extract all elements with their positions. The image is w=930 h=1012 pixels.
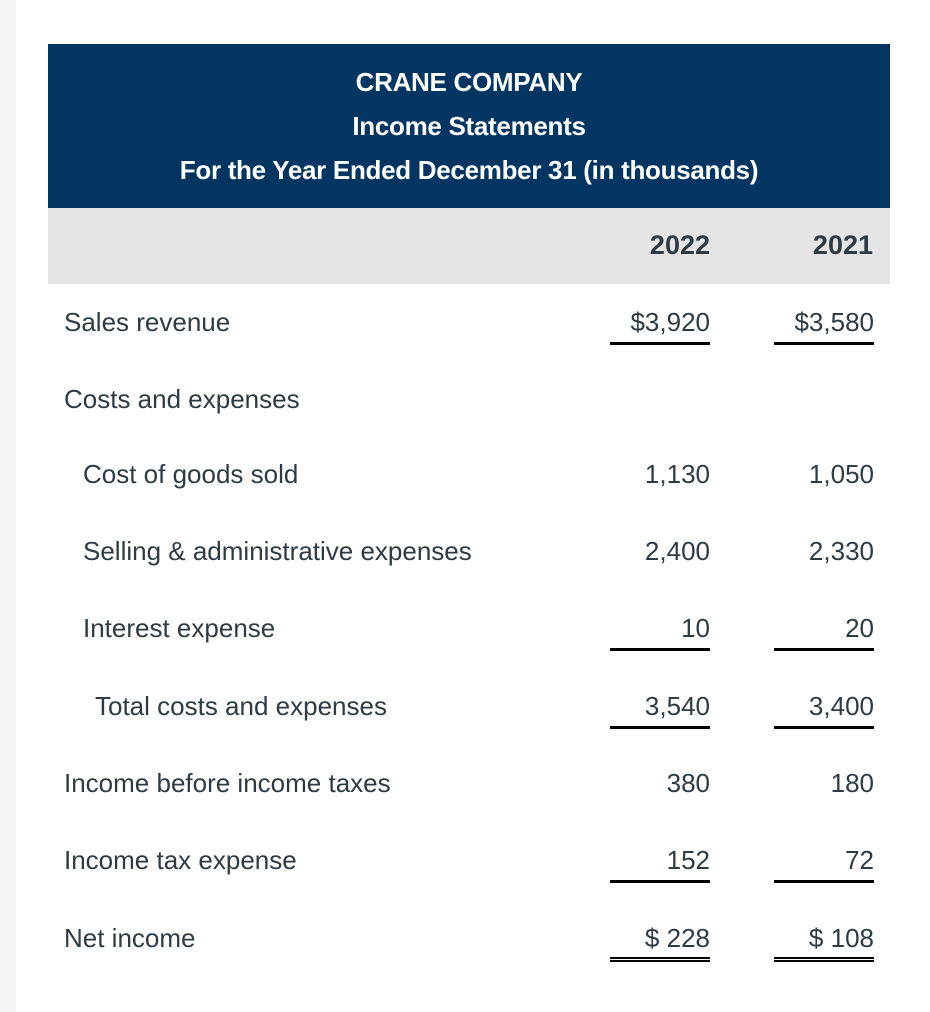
value-2022: 152 xyxy=(610,845,710,883)
value-2022: 380 xyxy=(666,768,710,798)
value-2022: 3,540 xyxy=(610,691,710,729)
row-label: Income tax expense xyxy=(64,845,297,875)
column-header-2021: 2021 xyxy=(812,230,873,260)
value-2021: 72 xyxy=(774,845,874,883)
row-cost-of-goods-sold: Cost of goods sold 1,130 1,050 xyxy=(48,459,890,499)
row-income-tax-expense: Income tax expense 152 72 xyxy=(48,845,890,885)
income-statement: CRANE COMPANY Income Statements For the … xyxy=(48,44,890,284)
row-label: Sales revenue xyxy=(64,307,231,337)
value-2021: 2,330 xyxy=(808,536,874,566)
statement-title: Income Statements xyxy=(352,111,586,141)
value-2021: 1,050 xyxy=(808,459,874,489)
row-income-before-taxes: Income before income taxes 380 180 xyxy=(48,768,890,808)
value-2022: $3,920 xyxy=(610,307,710,345)
value-2021: $3,580 xyxy=(774,307,874,345)
row-costs-and-expenses: Costs and expenses xyxy=(48,384,890,424)
row-total-costs: Total costs and expenses 3,540 3,400 xyxy=(48,691,890,731)
row-label: Total costs and expenses xyxy=(95,691,387,721)
value-2021: 20 xyxy=(774,613,874,651)
row-label: Costs and expenses xyxy=(64,384,300,414)
row-label: Cost of goods sold xyxy=(83,459,299,489)
value-2022: $ 228 xyxy=(610,923,710,962)
row-net-income: Net income $ 228 $ 108 xyxy=(48,923,890,963)
value-2022: 2,400 xyxy=(644,536,710,566)
value-2021: 3,400 xyxy=(774,691,874,729)
row-sales-revenue: Sales revenue $3,920 $3,580 xyxy=(48,307,890,347)
row-label: Net income xyxy=(64,923,196,953)
value-2022: 1,130 xyxy=(644,459,710,489)
page-margin xyxy=(0,0,16,1012)
value-2021: $ 108 xyxy=(774,923,874,962)
row-label: Income before income taxes xyxy=(64,768,391,798)
column-header-row: 2022 2021 xyxy=(48,208,890,284)
company-name: CRANE COMPANY xyxy=(355,67,583,97)
row-label: Interest expense xyxy=(83,613,276,643)
row-interest-expense: Interest expense 10 20 xyxy=(48,613,890,653)
value-2022: 10 xyxy=(610,613,710,651)
column-header-2022: 2022 xyxy=(649,230,710,260)
value-2021: 180 xyxy=(830,768,874,798)
statement-period: For the Year Ended December 31 (in thous… xyxy=(179,155,759,185)
row-selling-admin-expenses: Selling & administrative expenses 2,400 … xyxy=(48,536,890,576)
row-label: Selling & administrative expenses xyxy=(83,536,472,566)
statement-header: CRANE COMPANY Income Statements For the … xyxy=(48,44,890,208)
